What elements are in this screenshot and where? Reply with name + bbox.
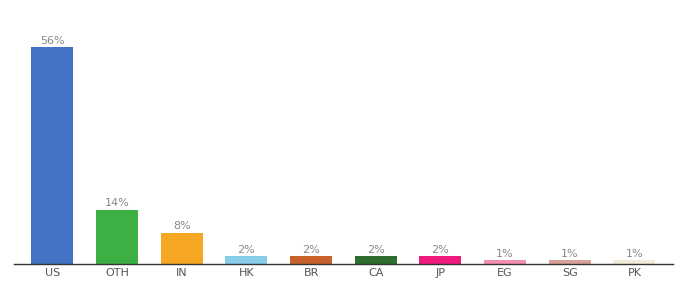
- Text: 56%: 56%: [40, 36, 65, 46]
- Bar: [160, 233, 203, 264]
- Bar: [420, 256, 462, 264]
- Text: 1%: 1%: [561, 249, 579, 259]
- Text: 1%: 1%: [626, 249, 643, 259]
- Bar: [549, 260, 591, 264]
- Bar: [290, 256, 332, 264]
- Text: 2%: 2%: [432, 245, 449, 255]
- Text: 2%: 2%: [302, 245, 320, 255]
- Text: 14%: 14%: [105, 198, 129, 208]
- Bar: [225, 256, 267, 264]
- Bar: [31, 47, 73, 264]
- Text: 8%: 8%: [173, 221, 190, 232]
- Text: 2%: 2%: [367, 245, 385, 255]
- Bar: [355, 256, 396, 264]
- Text: 2%: 2%: [237, 245, 255, 255]
- Bar: [484, 260, 526, 264]
- Bar: [613, 260, 656, 264]
- Text: 1%: 1%: [496, 249, 514, 259]
- Bar: [96, 210, 138, 264]
